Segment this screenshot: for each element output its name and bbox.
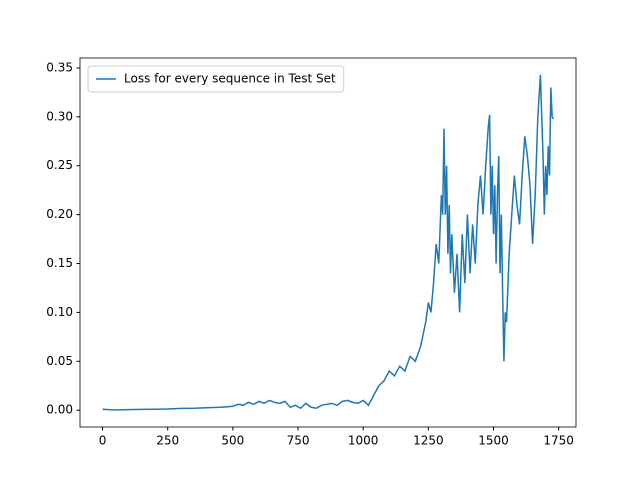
y-tick-label: 0.10	[46, 305, 73, 319]
x-tick-label: 500	[221, 434, 244, 448]
y-tick-label: 0.30	[46, 109, 73, 123]
x-tick-label: 750	[287, 434, 310, 448]
y-tick-label: 0.15	[46, 256, 73, 270]
y-tick-label: 0.05	[46, 354, 73, 368]
y-tick-label: 0.00	[46, 403, 73, 417]
line-series	[102, 74, 555, 411]
y-tick-label: 0.35	[46, 60, 73, 74]
legend-label: Loss for every sequence in Test Set	[124, 72, 336, 86]
x-tick-label: 250	[156, 434, 179, 448]
x-tick-label: 1750	[543, 434, 574, 448]
x-tick-label: 1250	[413, 434, 444, 448]
y-tick-label: 0.20	[46, 207, 73, 221]
x-tick-label: 1000	[348, 434, 379, 448]
x-tick-label: 1500	[478, 434, 509, 448]
x-tick-label: 0	[99, 434, 107, 448]
y-tick-label: 0.25	[46, 158, 73, 172]
legend-box	[87, 65, 345, 93]
axes-frame	[79, 57, 577, 428]
